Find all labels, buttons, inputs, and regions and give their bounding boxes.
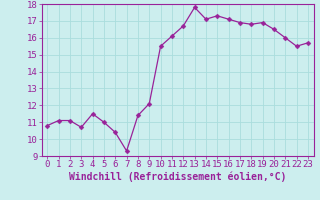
- X-axis label: Windchill (Refroidissement éolien,°C): Windchill (Refroidissement éolien,°C): [69, 172, 286, 182]
